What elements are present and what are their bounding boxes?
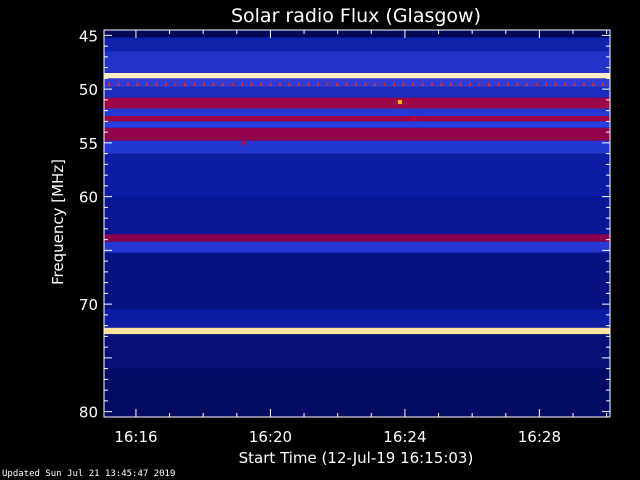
plot-area [103, 29, 611, 418]
x-tick-label: 16:24 [383, 428, 426, 446]
frequency-band-5 [104, 86, 610, 98]
frequency-band-4 [104, 78, 610, 87]
frequency-band-10 [104, 127, 610, 141]
interference-dots [108, 83, 604, 87]
frequency-band-1 [104, 37, 610, 52]
x-tick-label: 16:20 [249, 428, 292, 446]
frequency-band-15 [104, 241, 610, 253]
frequency-band-16 [104, 252, 610, 310]
x-tick-label: 16:28 [518, 428, 561, 446]
frequency-band-14 [104, 234, 610, 242]
burst-1 [241, 140, 246, 145]
y-tick-labels: 45 50 55 60 70 80 [79, 27, 98, 421]
x-tick-labels: 16:16 16:20 16:24 16:28 [114, 428, 561, 446]
y-tick-label: 80 [79, 404, 98, 422]
plot-frame [103, 29, 611, 418]
burst-0 [397, 100, 402, 105]
x-axis-label: Start Time (12-Jul-19 16:15:03) [239, 449, 474, 467]
frequency-band-3 [104, 73, 610, 79]
frequency-band-0 [104, 31, 610, 38]
frequency-band-6 [104, 97, 610, 109]
burst-2 [412, 117, 417, 122]
frequency-band-7 [104, 108, 610, 116]
frequency-band-11 [104, 140, 610, 154]
frequency-band-2 [104, 51, 610, 73]
frequency-band-20 [104, 368, 610, 416]
frequency-band-18 [104, 327, 610, 335]
y-tick-label: 70 [79, 296, 98, 314]
axis-ticks [104, 30, 610, 417]
y-tick-label: 55 [79, 135, 98, 153]
y-tick-label: 45 [79, 27, 98, 45]
frequency-band-8 [104, 116, 610, 122]
frequency-band-12 [104, 153, 610, 197]
y-tick-label: 50 [79, 81, 98, 99]
updated-timestamp: Updated Sun Jul 21 13:45:47 2019 [2, 469, 176, 479]
frequency-band-13 [104, 196, 610, 235]
frequency-band-9 [104, 121, 610, 128]
x-tick-label: 16:16 [114, 428, 157, 446]
frequency-band-19 [104, 334, 610, 369]
frequency-band-17 [104, 309, 610, 328]
y-axis-label: Frequency [MHz] [49, 159, 67, 285]
y-tick-label: 60 [79, 189, 98, 207]
chart-title: Solar radio Flux (Glasgow) [231, 5, 481, 27]
